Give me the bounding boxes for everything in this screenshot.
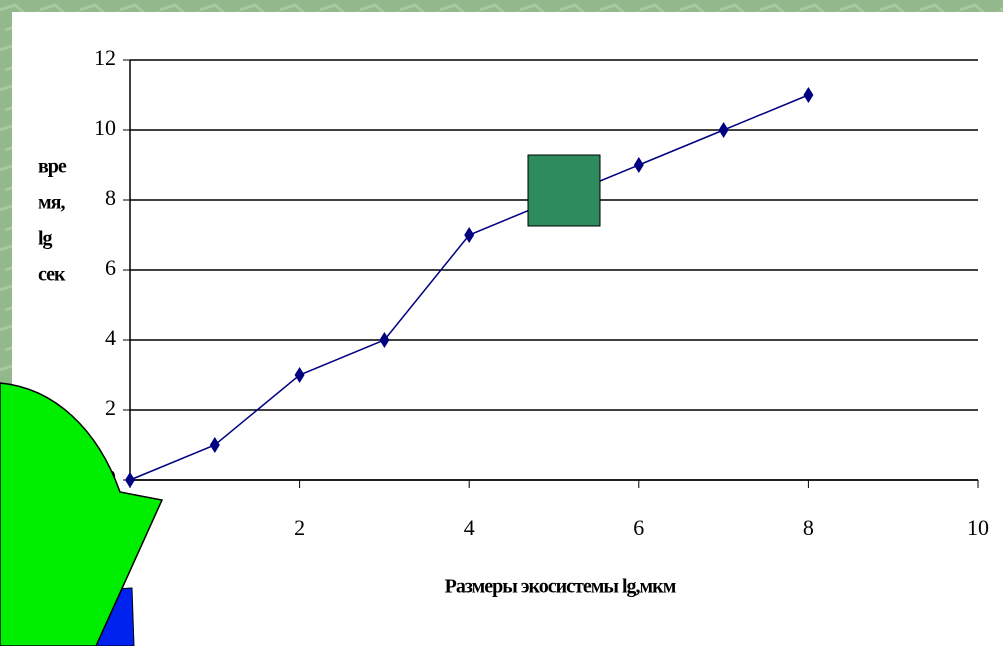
y-tick-label: 12 <box>94 45 116 70</box>
y-axis-label: сек <box>38 264 66 286</box>
x-axis-label: Размеры экосистемы lg,мкм <box>445 576 676 598</box>
y-tick-label: 8 <box>105 185 116 210</box>
y-tick-label: 4 <box>105 325 116 350</box>
y-tick-label: 6 <box>105 255 116 280</box>
y-axis-label: мя, <box>38 192 65 214</box>
data-point <box>803 87 814 103</box>
data-point <box>294 367 305 383</box>
data-point <box>379 332 390 348</box>
data-point <box>464 227 475 243</box>
x-tick-label: 2 <box>294 515 305 540</box>
data-point <box>633 157 644 173</box>
data-point <box>209 437 220 453</box>
y-axis-label: lg <box>38 228 53 250</box>
y-tick-label: 10 <box>94 115 116 140</box>
y-tick-label: 2 <box>105 395 116 420</box>
data-point <box>718 122 729 138</box>
square-decoration <box>527 154 601 227</box>
x-tick-label: 8 <box>803 515 814 540</box>
chart-area <box>12 12 1003 646</box>
data-point <box>125 472 135 488</box>
y-axis-label: вре <box>38 156 67 178</box>
x-tick-label: 4 <box>464 515 475 540</box>
x-tick-label: 6 <box>633 515 644 540</box>
x-tick-label: 10 <box>967 515 989 540</box>
arrow-decoration <box>0 382 164 646</box>
